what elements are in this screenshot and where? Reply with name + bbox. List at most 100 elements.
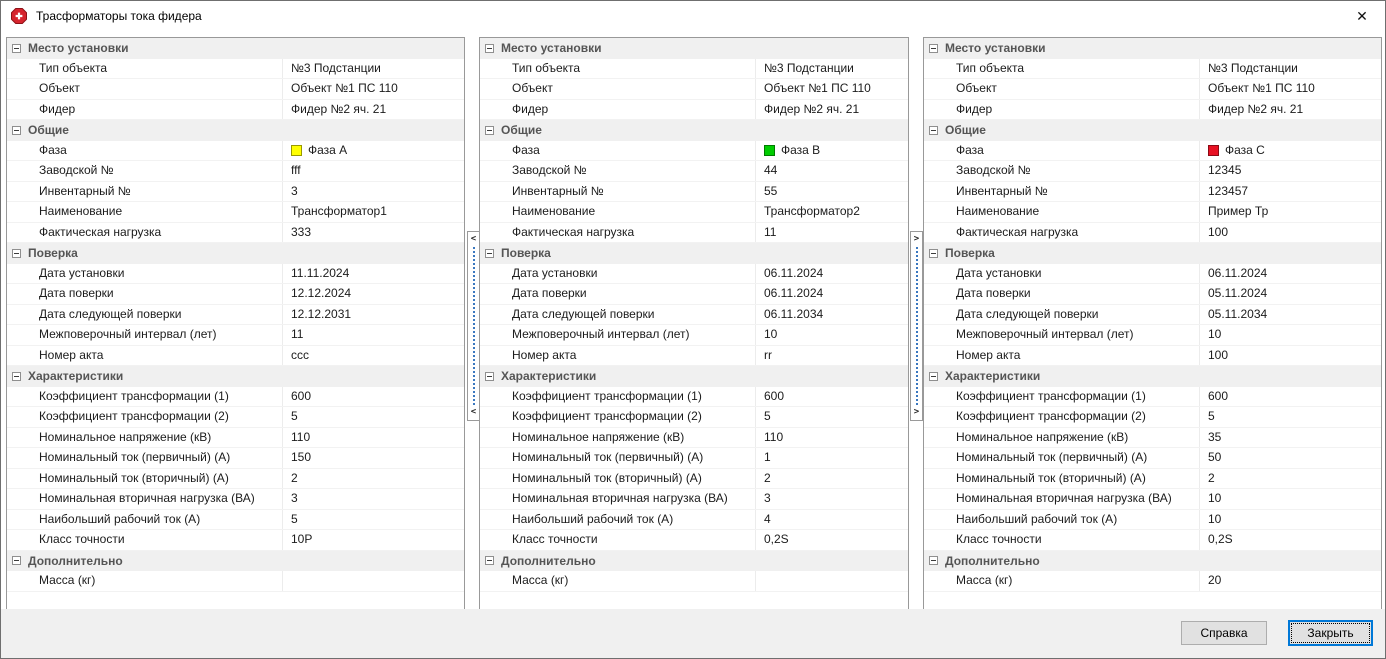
property-row[interactable]: Фаза Фаза B [480,140,908,161]
property-value[interactable]: 55 [755,181,908,201]
property-value[interactable]: 06.11.2024 [755,263,908,283]
property-row[interactable]: Коэффициент трансформации (1) 600 [924,386,1381,407]
property-value[interactable]: 100 [1199,345,1381,365]
property-row[interactable]: Инвентарный № 55 [480,181,908,202]
property-value[interactable]: 110 [282,427,464,447]
property-row[interactable]: Коэффициент трансформации (2) 5 [480,407,908,428]
property-row[interactable]: Инвентарный № 3 [7,181,464,202]
category-row[interactable]: Дополнительно [7,550,464,571]
property-value[interactable]: 600 [755,386,908,406]
property-value[interactable]: Фидер №2 яч. 21 [755,99,908,119]
help-button[interactable]: Справка [1181,621,1267,645]
property-value[interactable]: 11 [282,325,464,345]
property-row[interactable]: Номинальная вторичная нагрузка (ВА) 3 [7,489,464,510]
property-row[interactable]: Коэффициент трансформации (2) 5 [7,407,464,428]
property-row[interactable]: Межповерочный интервал (лет) 10 [480,325,908,346]
collapse-minus-icon[interactable] [12,556,21,566]
property-value[interactable]: 1 [755,448,908,468]
property-value[interactable]: Объект №1 ПС 110 [282,79,464,99]
property-value[interactable]: 50 [1199,448,1381,468]
property-value[interactable]: Фидер №2 яч. 21 [1199,99,1381,119]
property-value[interactable]: 5 [755,407,908,427]
collapse-minus-icon[interactable] [929,556,938,566]
property-row[interactable]: Номинальная вторичная нагрузка (ВА) 10 [924,489,1381,510]
property-row[interactable]: Масса (кг) [480,571,908,592]
property-row[interactable]: Наименование Трансформатор2 [480,202,908,223]
property-row[interactable]: Номинальный ток (первичный) (А) 150 [7,448,464,469]
property-row[interactable]: Фактическая нагрузка 333 [7,222,464,243]
property-value[interactable]: 10P [282,530,464,550]
property-row[interactable]: Инвентарный № 123457 [924,181,1381,202]
property-value[interactable]: 3 [282,181,464,201]
property-value[interactable]: 600 [282,386,464,406]
property-row[interactable]: Тип объекта №3 Подстанции [924,58,1381,79]
collapse-minus-icon[interactable] [12,371,21,381]
property-value[interactable]: 3 [755,489,908,509]
property-value[interactable]: Объект №1 ПС 110 [1199,79,1381,99]
category-row[interactable]: Общие [480,120,908,141]
property-value[interactable]: 600 [1199,386,1381,406]
property-row[interactable]: Класс точности 0,2S [480,530,908,551]
property-value[interactable]: 5 [282,407,464,427]
close-button[interactable]: Закрыть [1288,620,1373,646]
collapse-minus-icon[interactable] [485,556,494,566]
property-row[interactable]: Заводской № fff [7,161,464,182]
category-row[interactable]: Характеристики [924,366,1381,387]
property-row[interactable]: Коэффициент трансформации (1) 600 [480,386,908,407]
collapse-minus-icon[interactable] [929,43,938,53]
property-value[interactable]: 150 [282,448,464,468]
close-window-icon[interactable]: ✕ [1356,7,1368,24]
property-row[interactable]: Заводской № 12345 [924,161,1381,182]
property-value[interactable]: 333 [282,222,464,242]
property-row[interactable]: Номер акта ccc [7,345,464,366]
category-row[interactable]: Место установки [480,38,908,59]
property-value[interactable]: 06.11.2034 [755,304,908,324]
collapse-minus-icon[interactable] [12,43,21,53]
property-value[interactable]: 4 [755,509,908,529]
property-value[interactable]: fff [282,161,464,181]
property-row[interactable]: Класс точности 0,2S [924,530,1381,551]
property-value[interactable]: 11.11.2024 [282,263,464,283]
property-value[interactable]: 10 [1199,509,1381,529]
property-row[interactable]: Дата поверки 06.11.2024 [480,284,908,305]
property-value[interactable]: 123457 [1199,181,1381,201]
property-value[interactable]: 10 [1199,325,1381,345]
property-value[interactable]: 05.11.2024 [1199,284,1381,304]
property-row[interactable]: Номинальный ток (вторичный) (А) 2 [924,468,1381,489]
property-row[interactable]: Дата установки 06.11.2024 [480,263,908,284]
property-value[interactable]: Фаза C [1199,140,1381,160]
property-value[interactable]: ccc [282,345,464,365]
property-value[interactable]: 100 [1199,222,1381,242]
property-row[interactable]: Фактическая нагрузка 100 [924,222,1381,243]
property-value[interactable]: 5 [282,509,464,529]
category-row[interactable]: Поверка [480,243,908,264]
property-row[interactable]: Номинальная вторичная нагрузка (ВА) 3 [480,489,908,510]
property-row[interactable]: Фактическая нагрузка 11 [480,222,908,243]
property-row[interactable]: Объект Объект №1 ПС 110 [7,79,464,100]
property-value[interactable]: 2 [1199,468,1381,488]
property-row[interactable]: Тип объекта №3 Подстанции [480,58,908,79]
property-value[interactable]: №3 Подстанции [1199,58,1381,78]
property-value[interactable]: 0,2S [755,530,908,550]
collapse-minus-icon[interactable] [929,125,938,135]
collapse-right-arrow-icon[interactable]: > [913,407,920,417]
title-bar[interactable]: Трасформаторы тока фидера ✕ [1,1,1385,31]
splitter-right[interactable]: > > [910,231,923,421]
splitter-left[interactable]: < < [467,231,480,421]
property-value[interactable] [755,571,908,591]
property-value[interactable]: 12345 [1199,161,1381,181]
category-row[interactable]: Характеристики [7,366,464,387]
property-value[interactable]: 0,2S [1199,530,1381,550]
property-row[interactable]: Номинальное напряжение (кВ) 110 [480,427,908,448]
collapse-minus-icon[interactable] [929,371,938,381]
property-value[interactable]: Фаза B [755,140,908,160]
category-row[interactable]: Дополнительно [924,550,1381,571]
property-row[interactable]: Фидер Фидер №2 яч. 21 [7,99,464,120]
property-row[interactable]: Фаза Фаза A [7,140,464,161]
property-row[interactable]: Наибольший рабочий ток (А) 5 [7,509,464,530]
property-value[interactable]: 3 [282,489,464,509]
property-row[interactable]: Номинальный ток (первичный) (А) 50 [924,448,1381,469]
property-value[interactable]: Пример Тр [1199,202,1381,222]
property-value[interactable]: 2 [282,468,464,488]
collapse-minus-icon[interactable] [12,125,21,135]
